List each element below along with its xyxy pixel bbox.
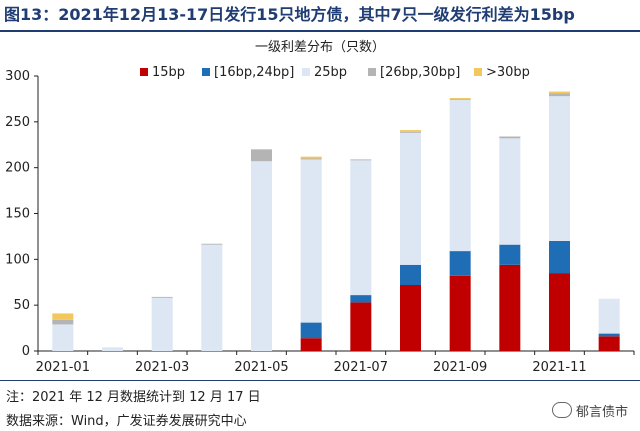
legend-label: 25bp xyxy=(314,65,347,80)
legend-swatch xyxy=(474,68,482,76)
bar-segment xyxy=(52,313,74,320)
y-tick-label: 50 xyxy=(13,298,30,313)
source-note: 数据来源：Wind，广发证券发展研究中心 xyxy=(6,414,247,429)
bar-segment xyxy=(151,296,173,298)
x-tick-label: 2021-01 xyxy=(36,360,90,375)
bar-segment xyxy=(400,132,421,265)
x-tick-label: 2021-09 xyxy=(433,360,487,375)
x-tick-label: 2021-05 xyxy=(234,360,288,375)
watermark: 郁言债市 xyxy=(551,401,628,420)
bar-segment xyxy=(300,338,322,351)
legend-swatch xyxy=(140,68,148,76)
bar-segment xyxy=(449,98,471,99)
x-tick-label: 2021-11 xyxy=(532,360,586,375)
bar-segment xyxy=(350,295,372,303)
bar-segment xyxy=(251,161,272,351)
bar-segment xyxy=(201,244,223,351)
watermark-text: 郁言债市 xyxy=(575,405,628,420)
bar-segment xyxy=(300,159,322,323)
bar-segment xyxy=(549,93,570,97)
stacked-bar-chart: 0 50 100 150 200 250 300 2021-01 2021-03 2021-05 2… xyxy=(5,65,635,375)
y-tick-label: 100 xyxy=(5,252,30,267)
legend-label: 15bp xyxy=(152,65,185,80)
bar-segment xyxy=(400,264,421,285)
bar-segment xyxy=(201,243,223,245)
bar-segment xyxy=(598,336,620,351)
footer-divider xyxy=(0,380,640,381)
footnote: 注：2021 年 12 月数据统计到 12 月 17 日 xyxy=(6,390,261,405)
bar-segment xyxy=(400,131,421,133)
bar-segment xyxy=(449,251,471,276)
bar-segment xyxy=(300,158,322,160)
bar-segment xyxy=(300,322,322,339)
legend-swatch xyxy=(202,68,210,76)
bar-segment xyxy=(449,99,471,252)
wechat-icon xyxy=(551,402,572,418)
bar-segment xyxy=(400,130,421,132)
legend-label: >30bp xyxy=(486,65,530,80)
bar-segment xyxy=(400,285,421,351)
bar-segment xyxy=(350,159,372,161)
bar-segment xyxy=(598,333,620,337)
bar-segment xyxy=(102,347,123,351)
y-tick-label: 0 xyxy=(22,344,30,359)
bar-segment xyxy=(499,136,521,139)
y-tick-label: 300 xyxy=(5,69,30,84)
figure-title: 图13：2021年12月13-17日发行15只地方债，其中7只一级发行利差为15… xyxy=(4,5,575,24)
bar-segment xyxy=(598,298,620,334)
header-divider xyxy=(0,30,640,32)
chart-title: 一级利差分布（只数） xyxy=(254,40,385,55)
legend-swatch xyxy=(302,68,310,76)
bar-segment xyxy=(52,324,74,351)
bar-segment xyxy=(549,241,570,274)
legend-label: [16bp,24bp] xyxy=(214,65,294,80)
bar-segment xyxy=(499,264,521,351)
bar-segment xyxy=(549,273,570,351)
x-tick-label: 2021-03 xyxy=(135,360,189,375)
y-tick-label: 200 xyxy=(5,161,30,176)
bar-segment xyxy=(499,244,521,265)
bar-segment xyxy=(350,302,372,351)
bar-segment xyxy=(449,98,471,100)
legend-label: [26bp,30bp] xyxy=(380,65,460,80)
x-tick-label: 2021-07 xyxy=(334,360,388,375)
bar-segment xyxy=(350,160,372,296)
bar-segment xyxy=(151,297,173,351)
bar-segment xyxy=(549,91,570,94)
y-tick-label: 150 xyxy=(5,207,30,222)
legend-swatch xyxy=(368,68,376,76)
y-tick-label: 250 xyxy=(5,115,30,130)
bar-segment xyxy=(499,138,521,245)
bar-segment xyxy=(300,156,322,159)
bar-segment xyxy=(52,319,74,325)
bar-segment xyxy=(449,275,471,351)
bar-segment xyxy=(549,96,570,242)
bar-segment xyxy=(251,149,272,162)
